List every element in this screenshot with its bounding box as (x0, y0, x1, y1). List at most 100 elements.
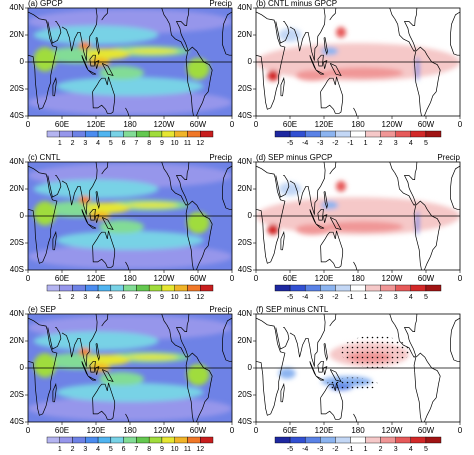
colorbar-label: 6 (122, 140, 126, 147)
coastline (329, 369, 342, 383)
colorbar-label: 6 (122, 446, 126, 453)
x-tick-label: 180 (123, 426, 137, 435)
coastline (309, 361, 317, 377)
stippling (341, 335, 409, 368)
colorbar-box (365, 130, 381, 138)
field-region (33, 331, 159, 351)
coastline (315, 223, 325, 229)
colorbar-box (395, 130, 412, 138)
coastline (89, 208, 96, 221)
colorbar-label: 10 (171, 294, 179, 301)
coastline (101, 162, 109, 175)
coastline (61, 162, 98, 215)
field-region (335, 180, 347, 192)
colorbar-label: 2 (71, 446, 75, 453)
field-region (295, 70, 330, 81)
coastline (329, 162, 337, 175)
colorbar-box (304, 130, 321, 138)
coastline (125, 413, 130, 422)
coastline (329, 8, 337, 21)
coastline (81, 209, 89, 225)
colorbar-label: 5 (424, 446, 428, 453)
field-region (56, 382, 204, 402)
x-tick-label: 120E (315, 120, 334, 129)
colorbar-box (161, 436, 175, 444)
coastline (101, 314, 109, 327)
coastline (125, 261, 130, 270)
colorbar-label: -3 (317, 446, 323, 453)
y-tick-label: 40S (238, 265, 252, 274)
x-tick-label: 120E (315, 274, 334, 283)
colorbar-label: 2 (379, 446, 383, 453)
colorbar-label: -1 (347, 294, 353, 301)
x-tick-label: 60E (55, 426, 69, 435)
x-tick-label: 60E (55, 120, 69, 129)
map-area (28, 314, 232, 422)
colorbar-label: 1 (58, 446, 62, 453)
y-tick-label: 40S (10, 265, 24, 274)
coastline (414, 65, 422, 116)
colorbar-label: 10 (171, 140, 179, 147)
panel-title: (c) CNTL (28, 153, 61, 162)
colorbar-label: 5 (109, 446, 113, 453)
colorbar-box (289, 284, 306, 292)
coastline (222, 317, 232, 362)
colorbar-box (148, 130, 163, 138)
field (28, 163, 232, 269)
colorbar-box (304, 284, 321, 292)
colorbar-box (123, 436, 137, 444)
x-tick-label: 60E (283, 120, 297, 129)
colorbar-label: 2 (71, 294, 75, 301)
x-tick-label: 0 (26, 274, 31, 283)
coastline (81, 361, 89, 377)
colorbar-box (174, 284, 188, 292)
y-tick-label: 20S (10, 84, 24, 93)
coastline (323, 343, 328, 362)
colorbar-label: 5 (109, 140, 113, 147)
colorbar-label: 8 (147, 294, 151, 301)
field-region (278, 368, 296, 379)
colorbar-box (274, 284, 291, 292)
y-tick-label: 0 (248, 57, 253, 66)
colorbar-label: 4 (96, 446, 100, 453)
coastline (413, 352, 441, 422)
coastline (256, 165, 286, 264)
colorbar-label: 1 (364, 446, 368, 453)
colorbar-box (380, 436, 396, 444)
colorbar-label: 4 (96, 294, 100, 301)
x-tick-label: 0 (254, 426, 259, 435)
x-tick-label: 180 (123, 274, 137, 283)
panel: (c) CNTL Precip 0 60E 120E 180 120W 60W 0 40N 20N 0… (9, 153, 234, 301)
colorbar-box (274, 436, 291, 444)
panel-variable: Precip (209, 0, 232, 8)
panel-title: (f) SEP minus CNTL (256, 305, 329, 314)
colorbar-box (274, 130, 291, 138)
colorbar-label: 3 (83, 140, 87, 147)
coastline (186, 65, 194, 116)
coastline (101, 216, 114, 231)
field-region (98, 372, 145, 386)
coastline (166, 314, 190, 358)
coastline (47, 327, 62, 350)
field-region (267, 224, 279, 235)
colorbar-label: 2 (379, 140, 383, 147)
x-tick-label: 0 (458, 274, 463, 283)
coastline (315, 375, 325, 381)
field-region (295, 224, 330, 235)
colorbar-label: -5 (287, 140, 293, 147)
colorbar-box (59, 436, 73, 444)
panel: (a) GPCP Precip 0 60E 120E 180 120W 60W 0 40N 20N 0… (9, 0, 234, 147)
coastline (28, 317, 58, 416)
x-tick-label: 0 (230, 120, 235, 129)
colorbar-box (350, 284, 366, 292)
x-tick-label: 120W (154, 274, 175, 283)
colorbar-box (320, 130, 336, 138)
x-tick-label: 60E (283, 426, 297, 435)
coastline (52, 382, 57, 403)
coastline (185, 46, 213, 116)
y-tick-label: 0 (20, 211, 25, 220)
field-region (324, 67, 404, 79)
coastline (28, 11, 58, 110)
colorbar-label: -3 (317, 140, 323, 147)
coastline (166, 8, 190, 52)
